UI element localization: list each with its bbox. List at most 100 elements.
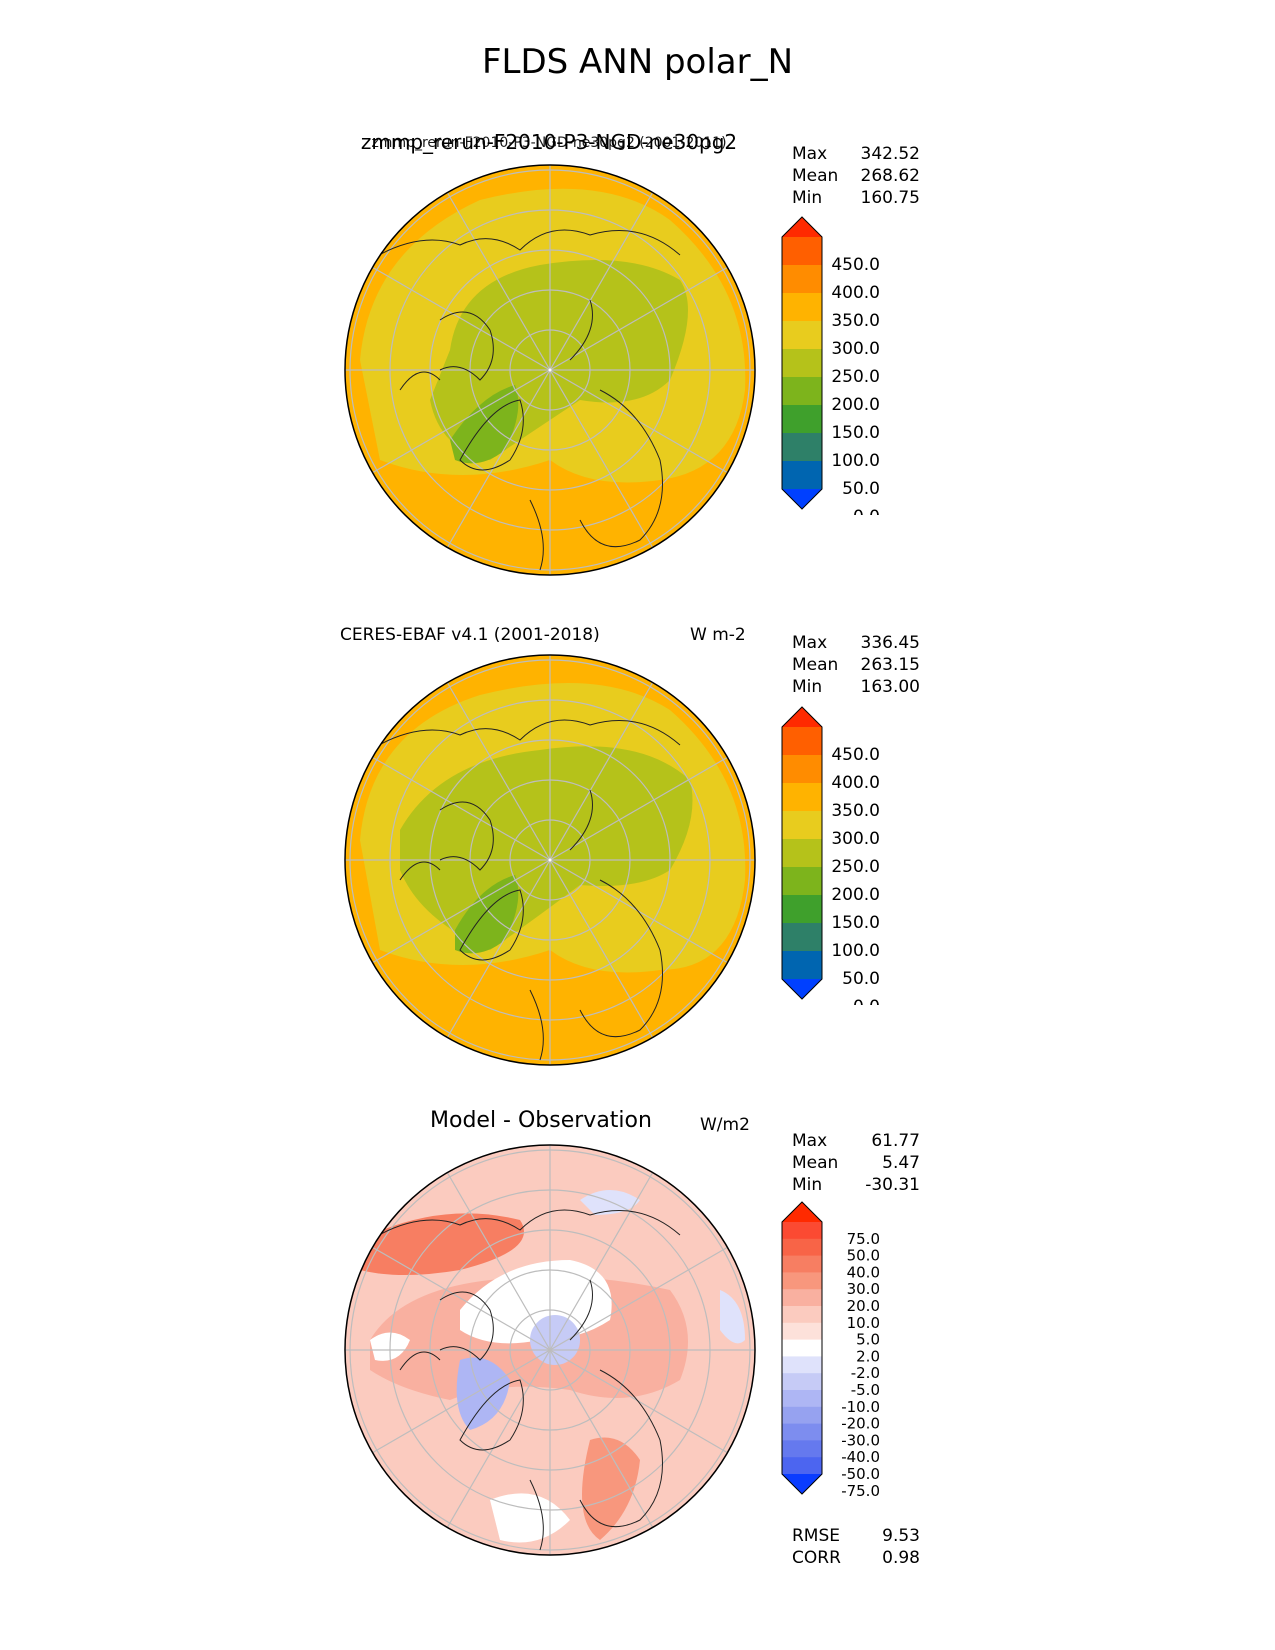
panel1-map: [344, 164, 756, 576]
colorbar-segment: [782, 867, 822, 896]
colorbar-tick-label: -50.0: [841, 1465, 880, 1483]
colorbar-tick-label: 250.0: [831, 367, 880, 387]
coastlines: [369, 1209, 681, 1551]
stat-min: Min 163.00: [792, 677, 920, 697]
colorbar-tick-label: -40.0: [841, 1448, 880, 1466]
colorbar-segment: [782, 1306, 822, 1324]
colorbar-segment: [782, 951, 822, 980]
colorbar-segment: [782, 1457, 822, 1475]
panel1-colorbar: 450.0 400.0 350.0 300.0 250.0 200.0 150.0 100.0…: [781, 216, 880, 515]
colorbar-tick-label: 400.0: [831, 283, 880, 303]
colorbar-segment: [782, 377, 822, 406]
metric-rmse: RMSE 9.53: [792, 1526, 920, 1546]
colorbar-tick-label: 400.0: [831, 773, 880, 793]
colorbar-extend-top: [782, 1202, 822, 1222]
colorbar-tick-label: 10.0: [847, 1314, 880, 1332]
panel2-map: [344, 654, 756, 1066]
colorbar-outline: [781, 216, 823, 510]
colorbar-segment: [782, 1289, 822, 1307]
colorbar-segment: [782, 237, 822, 266]
greenland: [455, 875, 519, 954]
diff-high: [360, 1213, 524, 1275]
stat-mean: Mean 268.62: [792, 166, 920, 186]
colorbar-outline: [781, 706, 823, 1000]
colorbar-extend-bottom: [782, 489, 822, 509]
panel1-title: zmmp_rerun-F2010-P3-NGD-ne30pg2: [360, 130, 738, 154]
colorbar-segment: [782, 405, 822, 434]
colorbar-segment: [782, 461, 822, 490]
stat-max: Max 336.45: [792, 633, 920, 653]
colorbar-segment: [782, 321, 822, 350]
colorbar-tick-label: 450.0: [831, 745, 880, 765]
colorbar-extend-top: [782, 707, 822, 727]
colorbar-segment: [782, 1272, 822, 1290]
colorbar-tick-label: 30.0: [847, 1280, 880, 1298]
colorbar-tick-label: 50.0: [847, 1247, 880, 1265]
colorbar-segment: [782, 1390, 822, 1408]
colorbar-segment: [782, 727, 822, 756]
colorbar-segment: [782, 1339, 822, 1357]
panel3-stats: Max 61.77 Mean 5.47 Min -30.31: [792, 1130, 920, 1196]
colorbar-segment: [782, 811, 822, 840]
colorbar-segment: [782, 433, 822, 462]
colorbar-segment: [782, 1356, 822, 1374]
stat-max: Max 61.77: [792, 1131, 920, 1151]
colorbar-tick-label: 75.0: [847, 1230, 880, 1248]
colorbar-tick-label: 200.0: [831, 885, 880, 905]
panel2-title: CERES-EBAF v4.1 (2001-2018): [340, 625, 600, 645]
stat-mean: Mean 5.47: [792, 1153, 920, 1173]
colorbar-segment: [782, 895, 822, 924]
colorbar-tick-label: 300.0: [831, 339, 880, 359]
colorbar-tick-label: 50.0: [842, 479, 880, 499]
colorbar-tick-label: 50.0: [842, 969, 880, 989]
colorbar-extend-top: [782, 217, 822, 237]
colorbar-segment: [782, 1373, 822, 1391]
colorbar-tick-label: 350.0: [831, 801, 880, 821]
panel1-subtitle: zmmp_rerun-F2010-P3-NGD-ne30pg2 (2001-20…: [371, 135, 727, 151]
colorbar-tick-label: 450.0: [831, 255, 880, 275]
colorbar-tick-label: 0.0: [853, 997, 880, 1005]
figure-title: FLDS ANN polar_N: [481, 42, 794, 82]
colorbar-tick-label: -10.0: [841, 1398, 880, 1416]
panel3-units: W/m2: [700, 1115, 750, 1135]
colorbar-segment: [782, 1423, 822, 1441]
colorbar-extend-bottom: [782, 979, 822, 999]
colorbar-tick-label: -20.0: [841, 1415, 880, 1433]
colorbar-tick-label: -75.0: [841, 1482, 880, 1500]
colorbar-tick-label: 250.0: [831, 857, 880, 877]
stat-mean: Mean 263.15: [792, 655, 920, 675]
coastlines: [369, 719, 681, 1061]
stat-min: Min -30.31: [792, 1175, 920, 1195]
diff-neutral: [460, 1260, 612, 1344]
stat-min: Min 160.75: [792, 188, 920, 208]
colorbar-tick-label: 2.0: [856, 1347, 880, 1365]
colorbar-segment: [782, 1406, 822, 1425]
colorbar-segment: [782, 755, 822, 784]
graticule: [345, 1145, 755, 1555]
panel1-stats: Max 342.52 Mean 268.62 Min 160.75: [792, 143, 920, 209]
panel2-stats: Max 336.45 Mean 263.15 Min 163.00: [792, 632, 920, 698]
colorbar-extend-bottom: [782, 1474, 822, 1494]
colorbar-tick-label: 350.0: [831, 311, 880, 331]
colorbar-segment: [782, 349, 822, 378]
colorbar-segment: [782, 1440, 822, 1458]
panel3-map: [344, 1144, 756, 1556]
inner-band: [400, 746, 693, 950]
panel2-colorbar: 450.0 400.0 350.0 300.0 250.0 200.0 150.0 100.0…: [781, 706, 880, 1005]
colorbar-tick-label: 150.0: [831, 423, 880, 443]
colorbar-tick-label: 150.0: [831, 913, 880, 933]
panel3-metrics: RMSE 9.53 CORR 0.98: [792, 1525, 920, 1569]
colorbar-tick-label: 100.0: [831, 941, 880, 961]
colorbar-tick-label: 100.0: [831, 451, 880, 471]
colorbar-tick-label: -2.0: [851, 1364, 880, 1382]
coastlines: [369, 229, 681, 571]
colorbar-tick-label: 0.0: [853, 507, 880, 515]
colorbar-tick-label: -5.0: [851, 1381, 880, 1399]
colorbar-outline: [781, 1201, 823, 1495]
colorbar-tick-label: 200.0: [831, 395, 880, 415]
stat-max: Max 342.52: [792, 144, 920, 164]
colorbar-tick-label: 300.0: [831, 829, 880, 849]
colorbar-segment: [782, 923, 822, 952]
colorbar-segment: [782, 1322, 822, 1341]
panel2-units: W m-2: [690, 625, 746, 645]
